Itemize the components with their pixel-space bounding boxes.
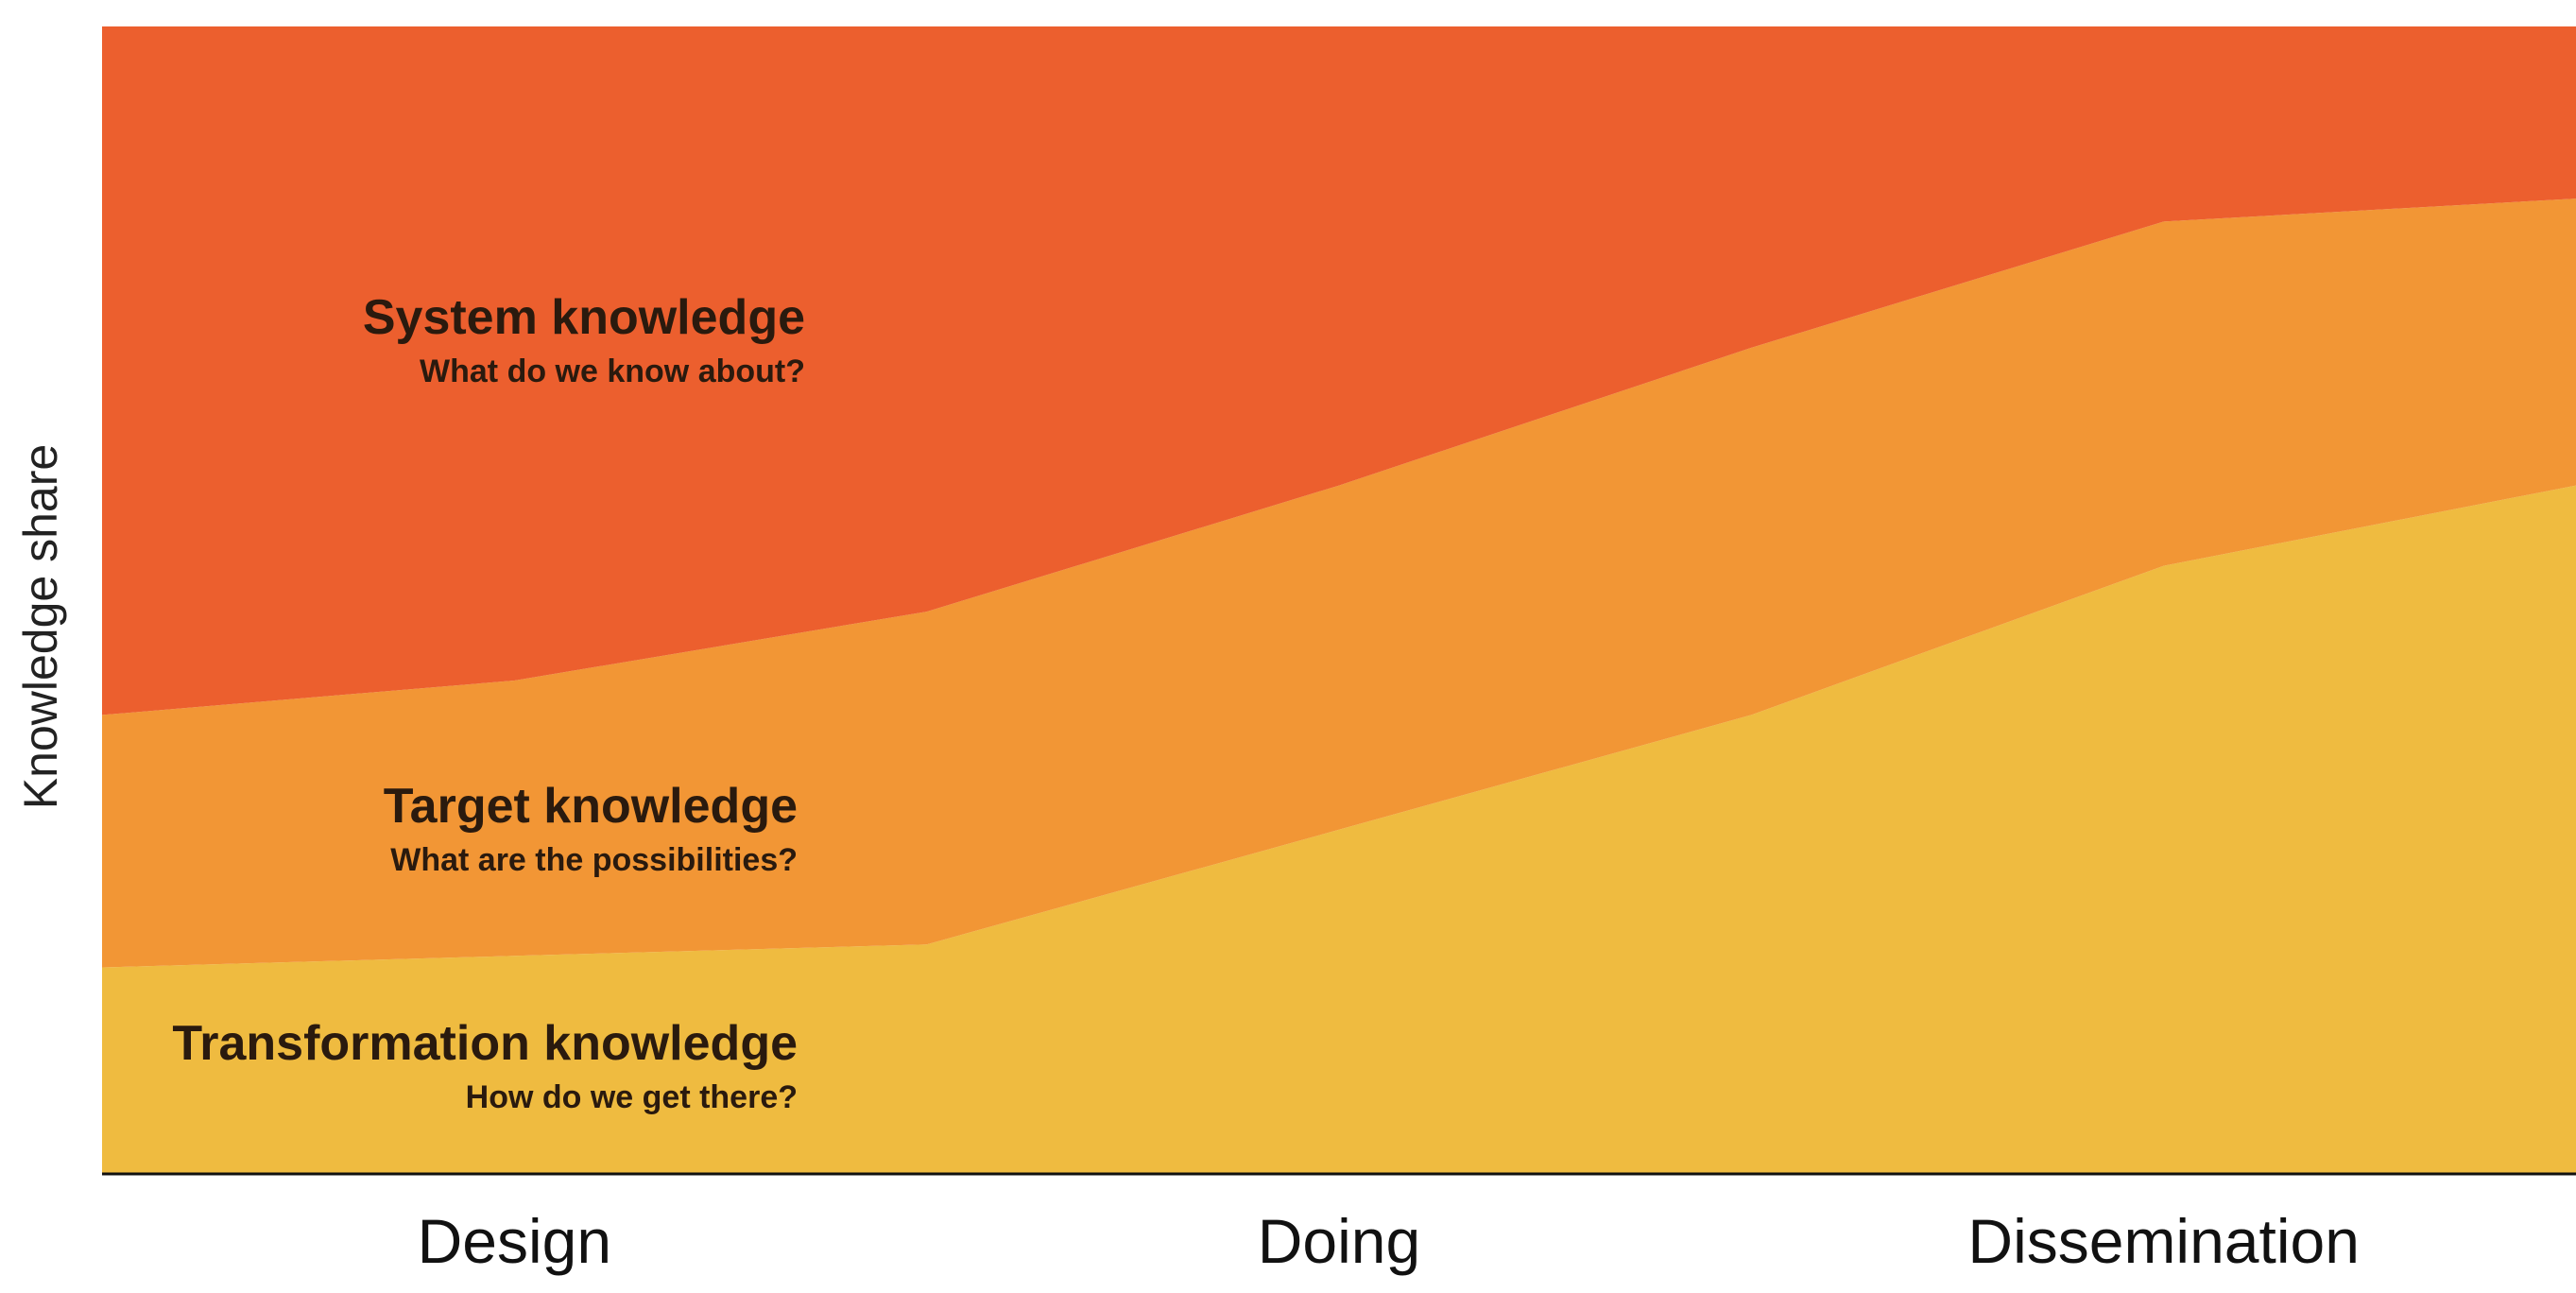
series-label-system-knowledge: System knowledge What do we know about? <box>363 290 805 389</box>
y-axis-title: Knowledge share <box>14 444 67 809</box>
series-title-system-knowledge: System knowledge <box>363 290 805 345</box>
series-labels: System knowledge What do we know about? … <box>172 290 805 1115</box>
series-subtitle-target-knowledge: What are the possibilities? <box>390 842 798 878</box>
series-label-transformation-knowledge: Transformation knowledge How do we get t… <box>172 1016 798 1115</box>
category-label-dissemination: Dissemination <box>1967 1206 2360 1276</box>
series-subtitle-transformation-knowledge: How do we get there? <box>466 1079 798 1115</box>
series-label-target-knowledge: Target knowledge What are the possibilit… <box>384 779 798 878</box>
area-target-knowledge <box>102 198 2576 968</box>
series-title-transformation-knowledge: Transformation knowledge <box>172 1016 798 1071</box>
series-title-target-knowledge: Target knowledge <box>384 779 798 834</box>
stacked-areas <box>102 26 2576 1174</box>
x-axis-category-labels: Design Doing Dissemination <box>418 1206 2360 1276</box>
category-label-design: Design <box>418 1206 611 1276</box>
series-subtitle-system-knowledge: What do we know about? <box>420 353 805 389</box>
area-system-knowledge <box>102 26 2576 715</box>
category-label-doing: Doing <box>1258 1206 1420 1276</box>
phase-dividers <box>920 26 1758 1174</box>
